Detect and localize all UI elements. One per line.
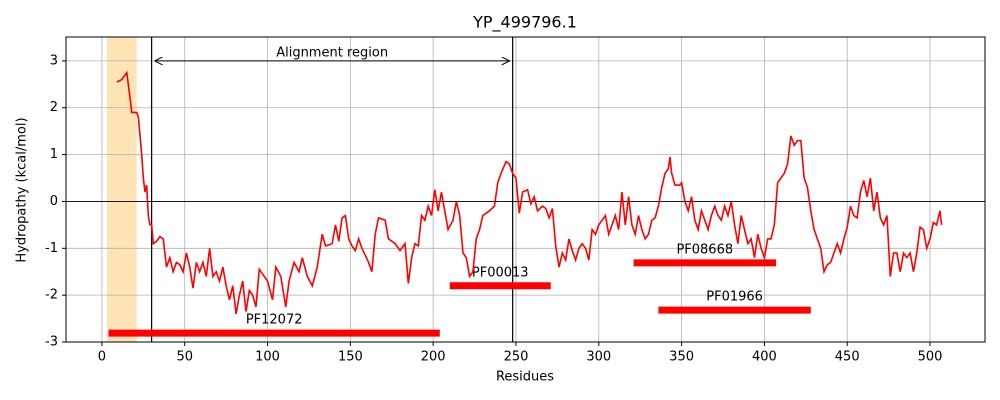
x-tick-label: 500 bbox=[918, 350, 943, 365]
x-tick-label: 50 bbox=[176, 350, 193, 365]
x-tick-label: 100 bbox=[255, 350, 280, 365]
domain-label: PF08668 bbox=[676, 242, 733, 257]
y-tick-label: 1 bbox=[50, 147, 58, 162]
domain-label: PF12072 bbox=[246, 313, 303, 328]
x-tick-label: 400 bbox=[752, 350, 777, 365]
y-tick-label: 0 bbox=[50, 194, 58, 209]
x-tick-label: 0 bbox=[98, 350, 106, 365]
y-tick-label: 3 bbox=[50, 53, 58, 68]
chart-title: YP_499796.1 bbox=[472, 13, 577, 33]
hydropathy-line bbox=[116, 70, 943, 315]
x-tick-label: 250 bbox=[504, 350, 529, 365]
domain-label: PF01966 bbox=[706, 290, 763, 305]
x-tick-label: 350 bbox=[669, 350, 694, 365]
x-tick-label: 200 bbox=[421, 350, 446, 365]
domain-label: PF00013 bbox=[472, 265, 529, 280]
y-tick-label: -1 bbox=[45, 241, 58, 256]
x-tick-label: 450 bbox=[835, 350, 860, 365]
highlight-span bbox=[106, 37, 137, 342]
alignment-label: Alignment region bbox=[276, 45, 388, 60]
y-tick-label: -3 bbox=[45, 335, 58, 350]
x-axis-label: Residues bbox=[496, 370, 554, 385]
y-axis-label: Hydropathy (kcal/mol) bbox=[15, 117, 30, 262]
plot-frame bbox=[65, 36, 986, 343]
y-tick-label: 2 bbox=[50, 100, 58, 115]
x-tick-label: 150 bbox=[338, 350, 363, 365]
x-tick-label: 300 bbox=[586, 350, 611, 365]
y-tick-label: -2 bbox=[45, 288, 58, 303]
